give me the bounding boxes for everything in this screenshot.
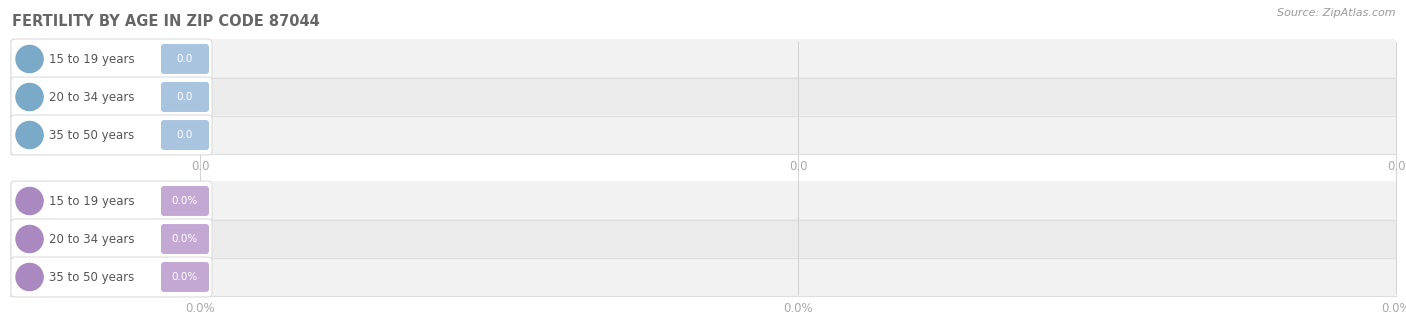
Text: 35 to 50 years: 35 to 50 years — [49, 271, 135, 283]
FancyBboxPatch shape — [11, 39, 212, 79]
FancyBboxPatch shape — [10, 39, 1396, 79]
Text: Source: ZipAtlas.com: Source: ZipAtlas.com — [1278, 8, 1396, 18]
FancyBboxPatch shape — [11, 219, 212, 259]
FancyBboxPatch shape — [162, 262, 209, 292]
FancyBboxPatch shape — [162, 224, 209, 254]
FancyBboxPatch shape — [10, 77, 1396, 117]
Circle shape — [15, 263, 44, 291]
Text: FERTILITY BY AGE IN ZIP CODE 87044: FERTILITY BY AGE IN ZIP CODE 87044 — [13, 14, 319, 29]
FancyBboxPatch shape — [10, 257, 1396, 297]
FancyBboxPatch shape — [11, 181, 212, 221]
Text: 0.0: 0.0 — [177, 130, 193, 140]
FancyBboxPatch shape — [162, 82, 209, 112]
FancyBboxPatch shape — [11, 115, 212, 155]
Text: 20 to 34 years: 20 to 34 years — [49, 90, 135, 104]
Text: 0.0%: 0.0% — [172, 272, 198, 282]
Text: 0.0: 0.0 — [1386, 160, 1405, 173]
Text: 20 to 34 years: 20 to 34 years — [49, 233, 135, 246]
Circle shape — [15, 46, 44, 73]
Circle shape — [15, 225, 44, 252]
FancyBboxPatch shape — [10, 115, 1396, 155]
FancyBboxPatch shape — [10, 181, 1396, 221]
FancyBboxPatch shape — [11, 257, 212, 297]
Text: 15 to 19 years: 15 to 19 years — [49, 52, 135, 65]
Text: 0.0: 0.0 — [789, 160, 807, 173]
Text: 0.0%: 0.0% — [186, 302, 215, 315]
FancyBboxPatch shape — [162, 44, 209, 74]
FancyBboxPatch shape — [10, 219, 1396, 259]
Text: 0.0%: 0.0% — [172, 234, 198, 244]
Text: 0.0: 0.0 — [191, 160, 209, 173]
Text: 0.0%: 0.0% — [783, 302, 813, 315]
Text: 0.0%: 0.0% — [1381, 302, 1406, 315]
Circle shape — [15, 83, 44, 111]
Circle shape — [15, 121, 44, 148]
FancyBboxPatch shape — [11, 77, 212, 117]
Text: 35 to 50 years: 35 to 50 years — [49, 128, 135, 142]
Text: 0.0%: 0.0% — [172, 196, 198, 206]
Text: 15 to 19 years: 15 to 19 years — [49, 194, 135, 208]
Text: 0.0: 0.0 — [177, 54, 193, 64]
FancyBboxPatch shape — [162, 120, 209, 150]
Text: 0.0: 0.0 — [177, 92, 193, 102]
Circle shape — [15, 187, 44, 214]
FancyBboxPatch shape — [162, 186, 209, 216]
